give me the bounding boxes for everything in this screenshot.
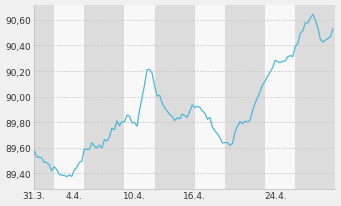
Bar [135,6,145,189]
Bar [175,6,185,189]
Bar [265,6,275,189]
Bar [215,6,225,189]
Bar [305,6,315,189]
Bar [325,6,336,189]
Bar [145,6,154,189]
Bar [225,6,235,189]
Bar [54,6,64,189]
Bar [255,6,265,189]
Bar [64,6,74,189]
Bar [34,6,44,189]
Bar [245,6,255,189]
Bar [275,6,285,189]
Bar [115,6,124,189]
Bar [94,6,104,189]
Bar [154,6,165,189]
Bar [165,6,175,189]
Bar [285,6,295,189]
Bar [295,6,305,189]
Bar [44,6,54,189]
Bar [104,6,115,189]
Bar [205,6,215,189]
Bar [74,6,84,189]
Bar [315,6,325,189]
Bar [195,6,205,189]
Bar [124,6,135,189]
Bar [185,6,195,189]
Bar [84,6,94,189]
Bar [235,6,245,189]
